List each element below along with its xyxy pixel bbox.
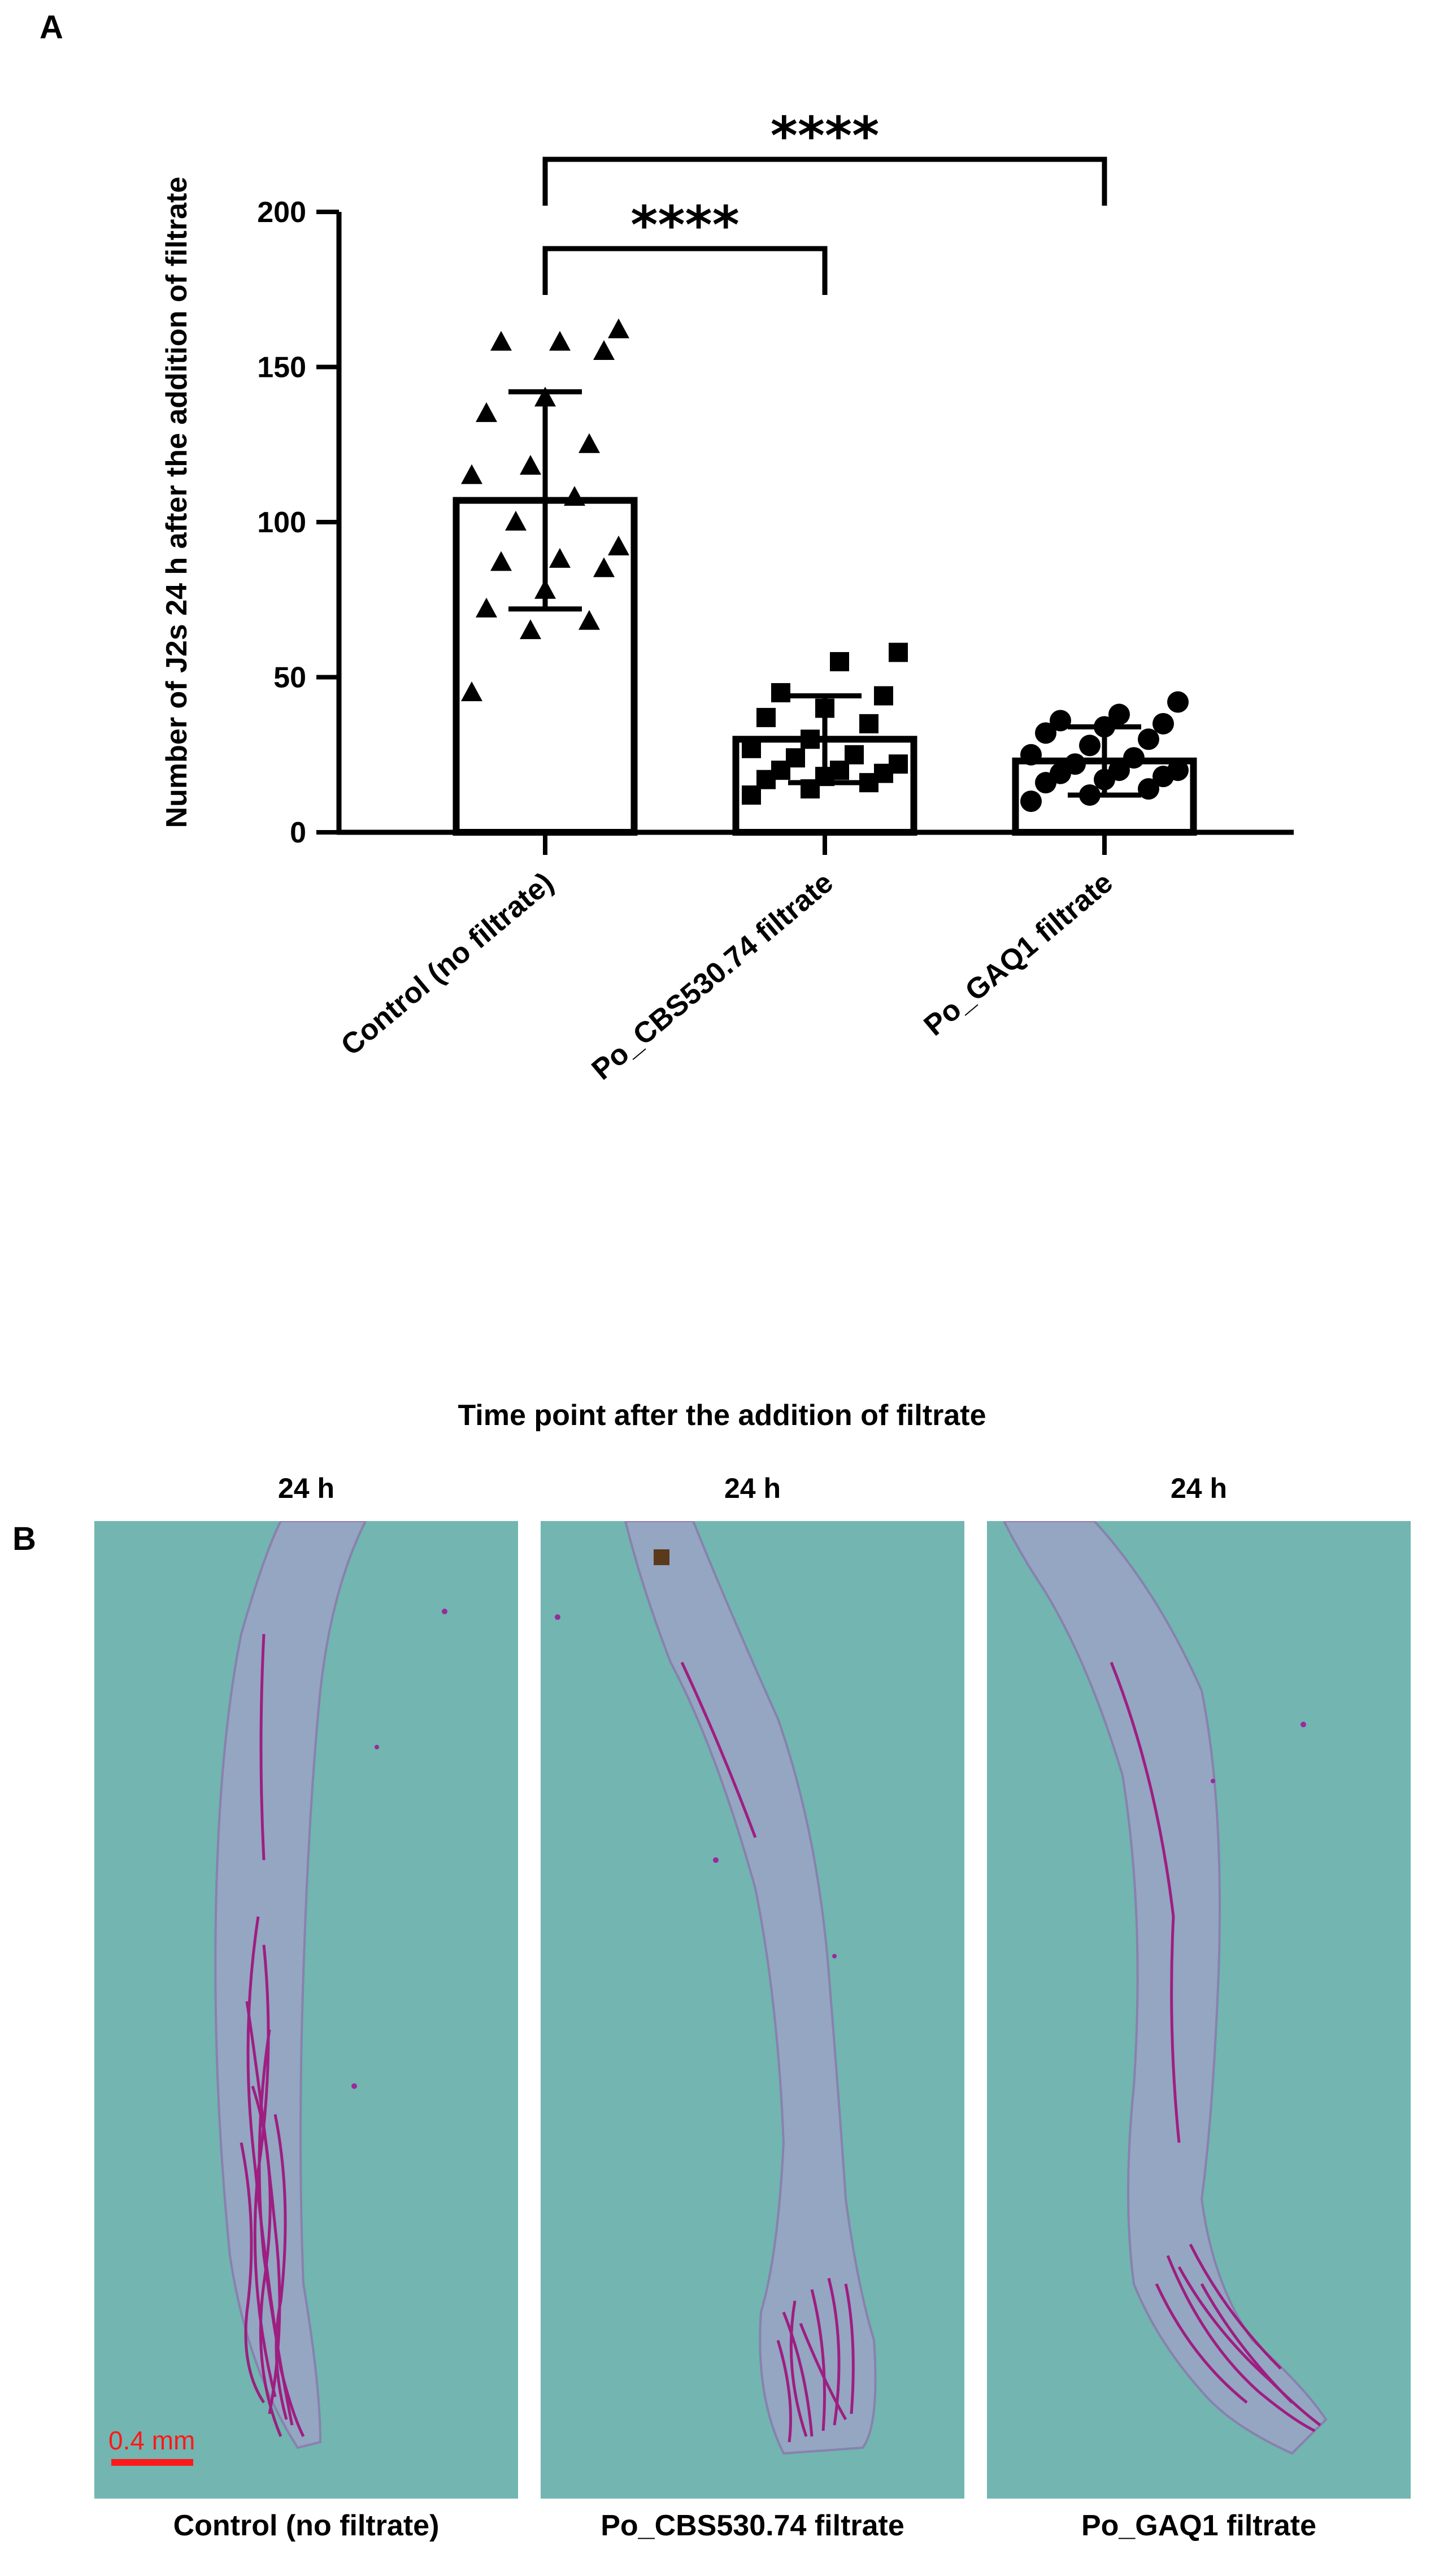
data-point-0-11 (461, 464, 482, 484)
data-point-1-11 (742, 739, 761, 758)
data-point-2-17 (1050, 710, 1071, 732)
y-tick-label-100: 100 (257, 506, 306, 539)
y-tick-label-150: 150 (257, 351, 306, 384)
data-point-1-8 (889, 754, 908, 774)
significance-label-1: **** (630, 195, 739, 255)
y-tick-label-200: 200 (257, 196, 306, 229)
data-point-0-1 (520, 619, 541, 640)
data-point-0-18 (549, 331, 571, 351)
caption-cbs530: Po_CBS530.74 filtrate (601, 2509, 904, 2542)
scale-bar-label: 0.4 mm (108, 2426, 195, 2455)
data-point-2-11 (1020, 744, 1042, 766)
data-point-0-17 (490, 331, 512, 351)
x-tick-label-2: Po_GAQ1 filtrate (918, 866, 1119, 1042)
data-point-2-18 (1108, 703, 1130, 726)
data-point-2-8 (1167, 759, 1189, 781)
data-point-2-12 (1079, 735, 1101, 757)
data-point-0-3 (476, 597, 497, 618)
data-point-0-13 (579, 433, 600, 453)
data-point-2-0 (1020, 790, 1042, 813)
data-point-2-19 (1167, 691, 1189, 713)
data-point-2-7 (1108, 759, 1130, 781)
significance-bracket-0 (542, 157, 1107, 206)
data-point-0-14 (476, 402, 497, 422)
data-point-0-9 (505, 511, 527, 531)
data-point-1-17 (771, 683, 790, 702)
micrograph-gaq1 (987, 1521, 1411, 2499)
data-point-0-12 (520, 455, 541, 475)
time-label-1: 24 h (277, 1472, 335, 1504)
data-point-0-8 (608, 535, 629, 555)
scale-bar-line (111, 2459, 193, 2466)
caption-control: Control (no filtrate) (173, 2509, 440, 2542)
data-point-2-13 (1138, 728, 1159, 750)
x-tick-label-1: Po_CBS530.74 filtrate (586, 866, 840, 1087)
y-axis-label: Number of J2s 24 h after the addition of… (160, 177, 193, 828)
data-point-1-19 (889, 642, 908, 662)
data-point-1-18 (830, 652, 849, 672)
data-point-1-13 (859, 714, 878, 733)
data-point-1-16 (874, 686, 893, 706)
data-point-1-14 (756, 707, 776, 727)
caption-gaq1: Po_GAQ1 filtrate (1081, 2509, 1317, 2542)
data-point-0-10 (564, 486, 585, 506)
micrograph-cbs530 (541, 1521, 964, 2499)
data-point-2-9 (1064, 753, 1086, 775)
data-point-1-9 (786, 748, 805, 768)
significance-bracket-1 (542, 246, 828, 295)
data-point-2-14 (1035, 722, 1056, 744)
panel-b-letter: B (12, 1521, 36, 1557)
y-tick-label-50: 50 (273, 662, 306, 694)
data-point-2-10 (1123, 747, 1145, 769)
panel-a-letter: A (40, 9, 63, 46)
significance-label-0: **** (771, 106, 879, 166)
data-point-2-2 (1138, 778, 1159, 800)
data-point-0-0 (461, 681, 482, 701)
data-point-0-5 (593, 557, 615, 577)
data-point-0-19 (608, 318, 629, 338)
panel-b-title: Time point after the addition of filtrat… (458, 1399, 986, 1432)
data-point-0-16 (593, 340, 615, 360)
y-tick-label-0: 0 (290, 816, 306, 849)
data-point-1-10 (845, 745, 864, 764)
x-tick-label-0: Control (no filtrate) (335, 866, 560, 1062)
data-point-1-12 (801, 729, 820, 749)
time-label-2: 24 h (724, 1472, 781, 1504)
data-point-2-16 (1152, 713, 1174, 735)
micrograph-control: 0.4 mm (94, 1521, 518, 2499)
data-point-0-7 (549, 548, 571, 568)
data-point-0-2 (579, 610, 600, 630)
data-point-0-6 (490, 551, 512, 571)
bar-chart: 0 50 100 150 200 Number of J2s 24 h after the… (160, 106, 1294, 1087)
time-label-3: 24 h (1170, 1472, 1228, 1504)
